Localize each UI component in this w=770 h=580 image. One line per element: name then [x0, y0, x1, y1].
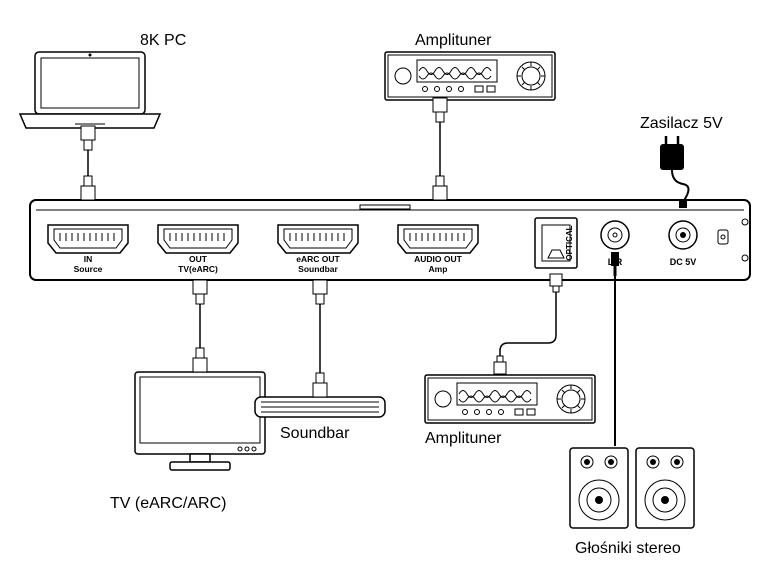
device-power-supply [660, 136, 689, 208]
svg-text:eARC OUT: eARC OUT [296, 254, 340, 264]
svg-text:TV(eARC): TV(eARC) [178, 264, 218, 274]
device-laptop [20, 52, 160, 128]
device-soundbar [255, 397, 385, 417]
device-tv [135, 372, 265, 470]
svg-text:OUT: OUT [189, 254, 208, 264]
svg-text:DC 5V: DC 5V [670, 257, 697, 267]
svg-text:Amp: Amp [429, 264, 448, 274]
device-amplituner-bottom [425, 375, 595, 423]
cable-earc-to-soundbar [313, 280, 327, 397]
cable-optical-to-amp [494, 274, 562, 374]
port-dc-5v: DC 5V [669, 221, 697, 267]
port-optical: OPTICAL [535, 218, 577, 268]
svg-text:OPTICAL: OPTICAL [565, 225, 574, 260]
svg-text:AUDIO OUT: AUDIO OUT [414, 254, 463, 264]
main-device [30, 200, 750, 280]
cable-amp-to-audioout [433, 98, 447, 200]
svg-text:IN: IN [84, 254, 93, 264]
cable-lr-to-speakers [611, 252, 619, 446]
device-speakers [570, 448, 694, 528]
wiring-diagram: IN Source OUT TV(eARC) eARC OUT Soundbar… [0, 0, 770, 580]
svg-text:Soundbar: Soundbar [298, 264, 338, 274]
device-amplituner-top [385, 52, 555, 100]
svg-text:Source: Source [74, 264, 103, 274]
cable-pc-to-in [81, 126, 95, 200]
cable-out-to-tv [193, 280, 207, 372]
